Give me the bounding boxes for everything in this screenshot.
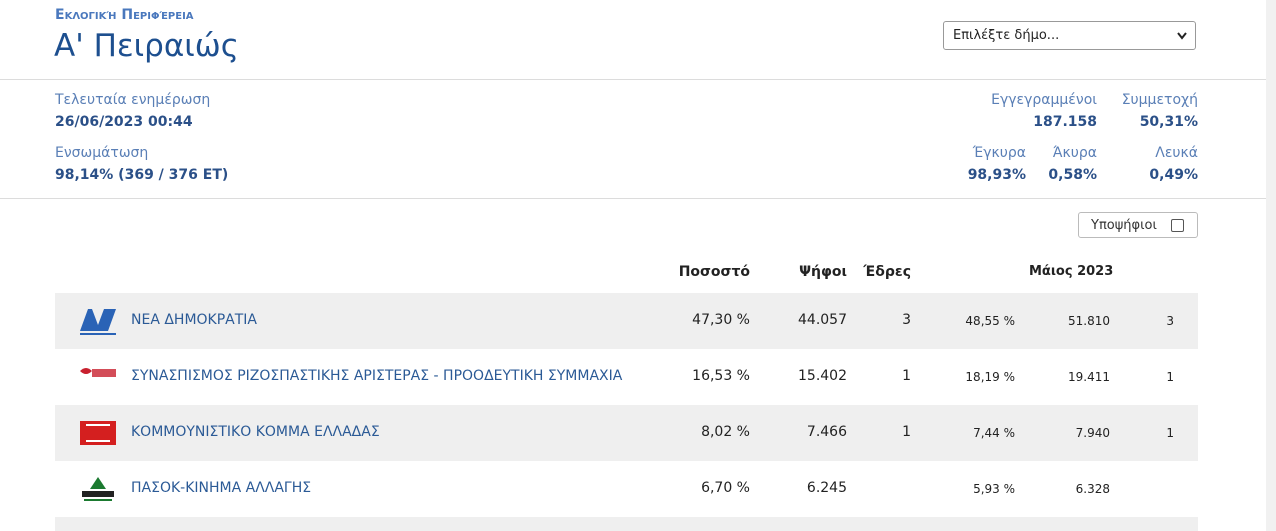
- party-logo: [78, 417, 118, 449]
- vote-count: 7.466: [806, 424, 847, 440]
- toggle-label: Υποψήφιοι: [1091, 218, 1157, 233]
- region-label: Εκλογική Περιφέρεια: [55, 7, 194, 23]
- stat-label: Εγγεγραμμένοι: [991, 92, 1097, 108]
- stat-value: 98,93%: [967, 167, 1026, 183]
- vote-percent: 16,53 %: [692, 368, 750, 384]
- previous-percent: 18,19 %: [965, 370, 1015, 384]
- previous-percent: 5,93 %: [973, 482, 1015, 496]
- party-name[interactable]: ΝΕΑ ΔΗΜΟΚΡΑΤΙΑ: [131, 312, 258, 328]
- vote-percent: 47,30 %: [692, 312, 750, 328]
- party-name[interactable]: ΣΥΝΑΣΠΙΣΜΟΣ ΡΙΖΟΣΠΑΣΤΙΚΗΣ ΑΡΙΣΤΕΡΑΣ - ΠΡ…: [131, 368, 623, 384]
- previous-votes: 19.411: [1068, 370, 1110, 384]
- vote-count: 6.245: [806, 480, 847, 496]
- previous-votes: 6.328: [1075, 482, 1110, 496]
- seat-count: 3: [902, 312, 911, 328]
- previous-votes: 51.810: [1068, 314, 1110, 328]
- stat-label: Έγκυρα: [972, 145, 1026, 161]
- party-logo: [78, 305, 118, 337]
- region-title: Α' Πειραιώς: [54, 28, 239, 64]
- stat-value: 0,49%: [1149, 167, 1198, 183]
- table-row: ΠΑΣΟΚ-ΚΙΝΗΜΑ ΑΛΛΑΓΗΣ 6,70 % 6.245 5,93 % 6.3…: [55, 461, 1198, 517]
- stat-value: 26/06/2023 00:44: [55, 114, 193, 130]
- vote-percent: 8,02 %: [701, 424, 750, 440]
- stat-value: 98,14% (369 / 376 ΕΤ): [55, 167, 229, 183]
- column-header: Έδρες: [863, 264, 911, 280]
- stat-label: Ενσωμάτωση: [55, 145, 149, 161]
- previous-percent: 7,44 %: [973, 426, 1015, 440]
- stat-label: Άκυρα: [1052, 145, 1097, 161]
- vote-count: 44.057: [798, 312, 847, 328]
- divider: [0, 79, 1266, 80]
- party-name[interactable]: ΚΟΜΜΟΥΝΙΣΤΙΚΟ ΚΟΜΜΑ ΕΛΛΑΔΑΣ: [131, 424, 380, 440]
- table-row: [55, 517, 1198, 531]
- seat-count: 1: [902, 424, 911, 440]
- stat-value: 187.158: [1033, 114, 1097, 130]
- party-logo: [78, 473, 118, 505]
- select-arrow: [1177, 32, 1187, 40]
- table-row: ΚΟΜΜΟΥΝΙΣΤΙΚΟ ΚΟΜΜΑ ΕΛΛΑΔΑΣ 8,02 % 7.466 1 7…: [55, 405, 1198, 461]
- vote-count: 15.402: [798, 368, 847, 384]
- stat-label: Συμμετοχή: [1121, 92, 1198, 108]
- previous-percent: 48,55 %: [965, 314, 1015, 328]
- municipality-select[interactable]: Επιλέξτε δήμο...: [943, 21, 1196, 50]
- checkbox[interactable]: [1171, 219, 1184, 232]
- party-logo: [78, 361, 118, 393]
- stat-value: 50,31%: [1139, 114, 1198, 130]
- stat-label: Λευκά: [1155, 145, 1198, 161]
- scrollbar: [1266, 0, 1276, 531]
- party-name[interactable]: ΠΑΣΟΚ-ΚΙΝΗΜΑ ΑΛΛΑΓΗΣ: [131, 480, 312, 496]
- seat-count: 1: [902, 368, 911, 384]
- previous-seats: 1: [1166, 370, 1174, 384]
- previous-votes: 7.940: [1075, 426, 1110, 440]
- candidates-toggle[interactable]: Υποψήφιοι: [1078, 212, 1198, 238]
- table-row: ΣΥΝΑΣΠΙΣΜΟΣ ΡΙΖΟΣΠΑΣΤΙΚΗΣ ΑΡΙΣΤΕΡΑΣ - ΠΡ…: [55, 349, 1198, 405]
- previous-seats: 1: [1166, 426, 1174, 440]
- vote-percent: 6,70 %: [701, 480, 750, 496]
- divider: [0, 198, 1266, 199]
- stat-value: 0,58%: [1048, 167, 1097, 183]
- previous-seats: 3: [1166, 314, 1174, 328]
- stat-label: Τελευταία ενημέρωση: [55, 92, 211, 108]
- select-text: Επιλέξτε δήμο...: [953, 28, 1060, 43]
- column-header: Μάιος 2023: [1029, 264, 1114, 279]
- column-header: Ψήφοι: [799, 264, 847, 280]
- table-row: ΝΕΑ ΔΗΜΟΚΡΑΤΙΑ 47,30 % 44.057 3 48,55 % 51.81…: [55, 293, 1198, 349]
- column-header: Ποσοστό: [678, 264, 750, 280]
